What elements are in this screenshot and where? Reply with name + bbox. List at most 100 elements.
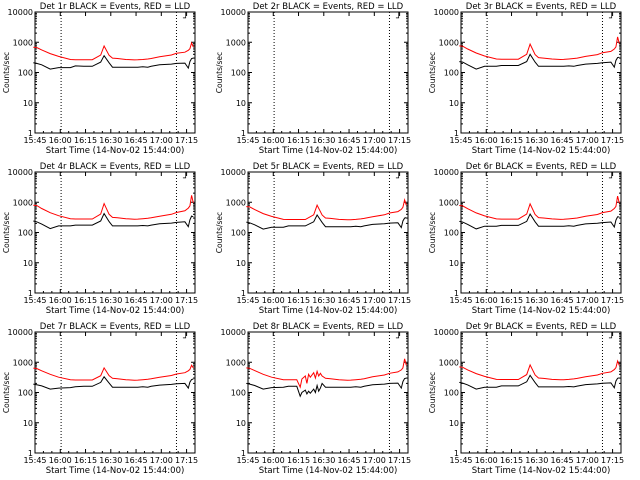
y-tick-label: 10000 — [8, 328, 33, 337]
series-line-events — [459, 53, 620, 70]
x-tick-label: 16:00 — [262, 136, 285, 145]
x-tick-label: 16:00 — [262, 456, 285, 465]
y-axis-label: Counts/sec — [428, 212, 437, 253]
legend-glyph: ┘ — [182, 172, 188, 184]
x-tick-label: 16:15 — [500, 296, 523, 305]
series-line-events — [459, 212, 620, 230]
x-tick-label: 16:00 — [262, 296, 285, 305]
x-tick-label: 17:00 — [576, 296, 599, 305]
x-tick-label: 16:30 — [312, 136, 335, 145]
detector-panel-6: Det 6r BLACK = Events, RED = LLD┘ 1 10 100 1… — [428, 162, 624, 316]
y-tick-label: 1000 — [439, 38, 459, 47]
x-tick-label: 17:00 — [363, 136, 386, 145]
y-tick-label: 10000 — [8, 168, 33, 177]
legend-glyph: ┘ — [182, 332, 188, 344]
y-tick-label: 10000 — [434, 8, 459, 17]
y-tick-label: 1 — [28, 289, 33, 298]
series-line-events — [246, 214, 407, 230]
x-axis-label: Start Time (14-Nov-02 15:44:00) — [259, 466, 398, 476]
x-tick-label: 15:45 — [449, 296, 472, 305]
legend-glyph: ┘ — [608, 332, 614, 344]
x-tick-label: 16:45 — [551, 456, 574, 465]
panel-title: Det 2r BLACK = Events, RED = LLD — [253, 2, 404, 12]
x-tick-label: 16:00 — [49, 296, 72, 305]
y-tick-label: 10 — [236, 419, 246, 428]
y-axis-label: Counts/sec — [428, 372, 437, 413]
x-axis-label: Start Time (14-Nov-02 15:44:00) — [472, 306, 611, 316]
x-axis-label: Start Time (14-Nov-02 15:44:00) — [46, 306, 185, 316]
y-axis-label: Counts/sec — [2, 372, 11, 413]
legend-glyph: ┘ — [395, 172, 401, 184]
x-tick-label: 16:15 — [74, 296, 97, 305]
x-tick-label: 16:15 — [500, 136, 523, 145]
panel-title: Det 4r BLACK = Events, RED = LLD — [40, 162, 191, 172]
y-tick-label: 100 — [231, 229, 246, 238]
x-tick-label: 17:15 — [175, 296, 198, 305]
x-tick-label: 17:15 — [601, 296, 624, 305]
x-tick-label: 16:45 — [551, 136, 574, 145]
x-tick-label: 17:00 — [363, 456, 386, 465]
detector-panel-5: Det 5r BLACK = Events, RED = LLD┘ 1 10 100 1… — [215, 162, 411, 316]
x-axis-label: Start Time (14-Nov-02 15:44:00) — [46, 146, 185, 156]
series-line-events — [33, 375, 194, 390]
panel-title: Det 6r BLACK = Events, RED = LLD — [466, 162, 617, 172]
x-axis-label: Start Time (14-Nov-02 15:44:00) — [472, 466, 611, 476]
x-tick-label: 16:00 — [475, 136, 498, 145]
x-tick-label: 16:15 — [287, 456, 310, 465]
x-tick-label: 16:45 — [338, 136, 361, 145]
series-line-lld — [246, 198, 407, 221]
panel-title: Det 1r BLACK = Events, RED = LLD — [40, 2, 191, 12]
y-tick-label: 10000 — [221, 168, 246, 177]
panel-title: Det 3r BLACK = Events, RED = LLD — [466, 2, 617, 12]
y-tick-label: 1000 — [13, 38, 33, 47]
y-tick-label: 1 — [241, 449, 246, 458]
y-tick-label: 10000 — [8, 8, 33, 17]
x-tick-label: 16:00 — [475, 296, 498, 305]
x-tick-label: 17:00 — [150, 296, 173, 305]
x-tick-label: 16:30 — [99, 136, 122, 145]
y-tick-label: 10 — [449, 99, 459, 108]
y-tick-label: 1000 — [439, 358, 459, 367]
y-tick-label: 10 — [23, 419, 33, 428]
x-tick-label: 17:15 — [388, 456, 411, 465]
series-line-events — [33, 212, 194, 230]
y-tick-label: 100 — [231, 69, 246, 78]
x-tick-label: 15:45 — [23, 296, 46, 305]
x-tick-label: 16:45 — [125, 136, 148, 145]
detector-panel-2: Det 2r BLACK = Events, RED = LLD┘ 1 10 100 1… — [215, 2, 411, 156]
x-tick-label: 16:45 — [125, 296, 148, 305]
x-tick-label: 15:45 — [236, 136, 259, 145]
y-axis-label: Counts/sec — [215, 212, 224, 253]
x-tick-label: 16:30 — [99, 456, 122, 465]
detector-panel-4: Det 4r BLACK = Events, RED = LLD┘ 1 10 100 1… — [2, 162, 198, 316]
x-tick-label: 15:45 — [23, 136, 46, 145]
x-tick-label: 16:15 — [74, 136, 97, 145]
x-tick-label: 17:00 — [150, 456, 173, 465]
y-tick-label: 1000 — [13, 198, 33, 207]
x-tick-label: 16:00 — [475, 456, 498, 465]
y-tick-label: 10 — [236, 99, 246, 108]
x-axis-label: Start Time (14-Nov-02 15:44:00) — [46, 466, 185, 476]
x-tick-label: 15:45 — [236, 296, 259, 305]
y-tick-label: 1 — [28, 449, 33, 458]
x-tick-label: 16:30 — [525, 456, 548, 465]
series-line-lld — [459, 36, 620, 61]
series-line-lld — [246, 358, 407, 389]
x-tick-label: 16:45 — [338, 296, 361, 305]
x-tick-label: 17:15 — [388, 136, 411, 145]
y-tick-label: 100 — [444, 229, 459, 238]
x-tick-label: 15:45 — [449, 456, 472, 465]
x-tick-label: 17:15 — [175, 456, 198, 465]
x-axis-label: Start Time (14-Nov-02 15:44:00) — [472, 146, 611, 156]
series-line-events — [246, 377, 407, 398]
y-tick-label: 10 — [449, 419, 459, 428]
y-tick-label: 100 — [444, 69, 459, 78]
y-axis-label: Counts/sec — [2, 212, 11, 253]
legend-glyph: ┘ — [395, 332, 401, 344]
x-tick-label: 16:45 — [338, 456, 361, 465]
y-tick-label: 10000 — [221, 328, 246, 337]
detector-panel-8: Det 8r BLACK = Events, RED = LLD┘ 1 10 100 1… — [221, 322, 412, 476]
x-axis-label: Start Time (14-Nov-02 15:44:00) — [259, 306, 398, 316]
